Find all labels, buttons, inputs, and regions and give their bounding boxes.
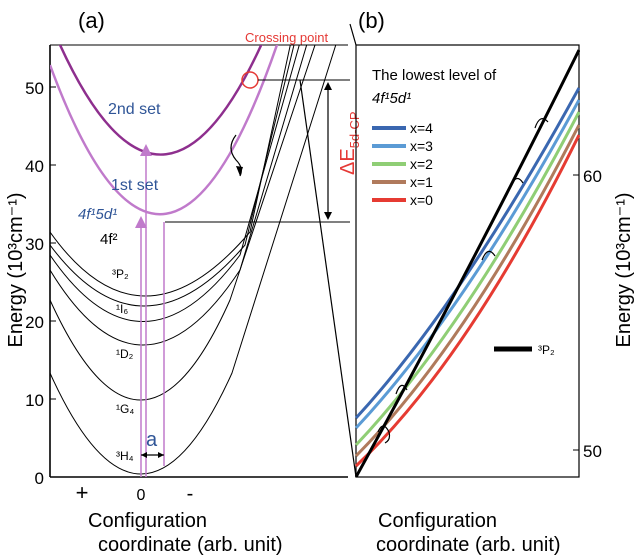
set1-label: 1st set <box>111 177 159 194</box>
crossing-arrows <box>377 118 549 444</box>
state-4f2-label: 4f² <box>100 231 118 248</box>
curve-1G4 <box>50 45 316 401</box>
ytick-0: 0 <box>35 469 44 488</box>
x-zero-label: 0 <box>137 487 146 504</box>
ytick-10: 10 <box>25 391 44 410</box>
curve-4f2-top <box>50 45 291 297</box>
legend-title-1: The lowest level of <box>372 67 497 84</box>
level-1D2-label: ¹D₂ <box>116 347 134 361</box>
curve-5d-1st-set <box>50 45 279 216</box>
set2-label: 2nd set <box>108 101 161 118</box>
panel-a-yticks: 0 10 20 30 40 50 <box>25 79 56 488</box>
panel-a-label: (a) <box>78 8 105 33</box>
line-x4 <box>355 87 580 420</box>
ytick-50: 50 <box>25 79 44 98</box>
line-x3 <box>355 99 580 430</box>
panel-b-ytick-50: 50 <box>583 442 602 461</box>
ytick-40: 40 <box>25 157 44 176</box>
legend-label-x1: x=1 <box>410 174 433 190</box>
panel-a-yaxis-title: Energy (10³cm⁻¹) <box>5 192 27 347</box>
line-x2 <box>355 111 580 447</box>
legend-title-2: 4f¹5d¹ <box>372 90 411 107</box>
level-1I6-label: ¹I₆ <box>116 302 128 316</box>
crossing-point-label: Crossing point <box>245 30 328 45</box>
state-5d-label: 4f¹5d¹ <box>78 206 117 223</box>
x-plus-label: + <box>76 480 89 505</box>
panel-a: (a) 0 10 20 30 40 50 Energy (10³cm⁻¹) <box>5 8 362 556</box>
legend-label-3P2: ³P₂ <box>538 343 555 357</box>
panel-b-frame <box>355 44 580 478</box>
curve-3P2 <box>50 45 295 307</box>
curve-1I6 <box>50 45 300 322</box>
curve-5d-2nd-set <box>58 45 263 156</box>
level-1G4-label: ¹G₄ <box>116 402 134 416</box>
panel-b-label: (b) <box>358 8 385 33</box>
ytick-20: 20 <box>25 313 44 332</box>
legend-label-x3: x=3 <box>410 138 433 154</box>
level-3H4-label: ³H₄ <box>116 449 134 463</box>
zoom-connector-top <box>349 23 357 46</box>
line-4f2 <box>355 49 580 477</box>
ytick-30: 30 <box>25 235 44 254</box>
x-minus-label: - <box>187 483 194 505</box>
curve-1D2 <box>50 45 308 346</box>
legend-label-x2: x=2 <box>410 156 433 172</box>
panel-b-ytick-60: 60 <box>583 167 602 186</box>
panel-b-xaxis-title-2: coordinate (arb. unit) <box>376 534 561 556</box>
displacement-a-label: a <box>146 429 158 451</box>
panel-b-xaxis-title-1: Configuration <box>378 510 497 532</box>
legend-label-x4: x=4 <box>410 120 433 136</box>
line-x0 <box>355 134 580 468</box>
panel-b: (b) 50 60 Energy (10³cm⁻¹) The lowest le… <box>355 8 635 556</box>
panel-b-curves <box>355 49 580 477</box>
panel-a-xaxis-title-2: coordinate (arb. unit) <box>98 534 283 556</box>
panel-a-curves <box>50 45 337 475</box>
delta-label: ΔE5d-CP <box>337 111 362 175</box>
level-3P2-label: ³P₂ <box>112 267 129 281</box>
zoom-connector-bottom <box>299 79 357 478</box>
curve-3H4 <box>50 45 337 475</box>
panel-a-xaxis-title-1: Configuration <box>88 510 207 532</box>
legend-label-x0: x=0 <box>410 192 433 208</box>
panel-b-yaxis-title: Energy (10³cm⁻¹) <box>613 192 635 347</box>
